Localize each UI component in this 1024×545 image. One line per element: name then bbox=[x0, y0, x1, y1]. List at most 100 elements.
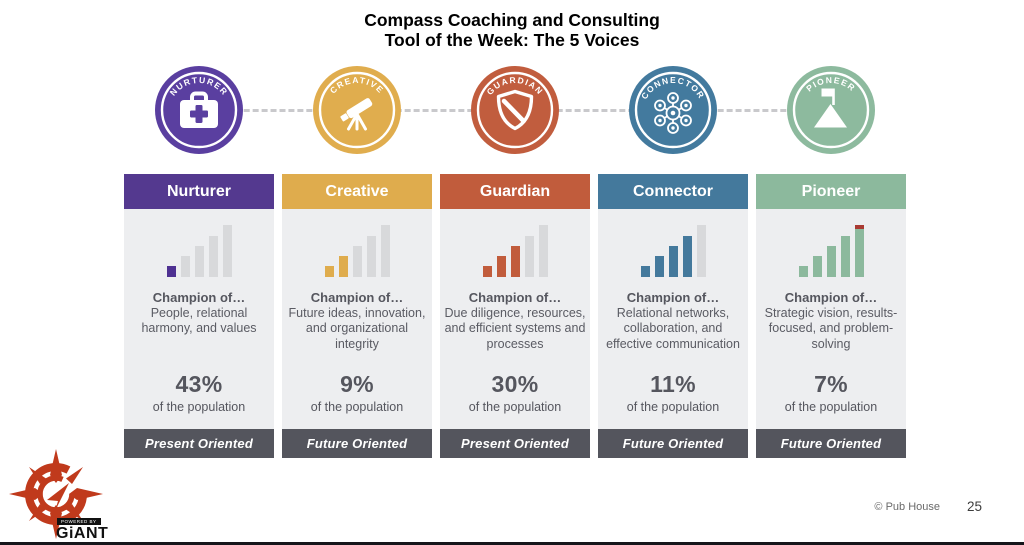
voice-level-chart bbox=[166, 223, 232, 277]
voice-level-chart bbox=[640, 223, 706, 277]
level-bar bbox=[854, 225, 864, 277]
voice-card-body: Champion of… Due diligence, resources, a… bbox=[440, 209, 590, 429]
voice-card-header: Pioneer bbox=[756, 174, 906, 209]
voice-card-body: Champion of… Strategic vision, results-f… bbox=[756, 209, 906, 429]
voice-champion-title: Champion of… bbox=[310, 290, 404, 305]
voice-level-chart bbox=[482, 223, 548, 277]
medical-bag-icon: NURTURER bbox=[155, 66, 243, 154]
title-line-2: Tool of the Week: The 5 Voices bbox=[384, 30, 640, 50]
voice-champion-title: Champion of… bbox=[784, 290, 878, 305]
voice-orientation: Present Oriented bbox=[440, 429, 590, 458]
level-bar bbox=[696, 225, 706, 277]
voice-card-header: Nurturer bbox=[124, 174, 274, 209]
voice-percent: 7% bbox=[814, 371, 848, 397]
voice-level-chart bbox=[798, 223, 864, 277]
compass-logo: POWERED BY GiANT bbox=[8, 448, 118, 545]
voice-percent-caption: of the population bbox=[626, 400, 720, 414]
voice-card-header: Connector bbox=[598, 174, 748, 209]
voice-column: GUARDIAN Guardian Champion of… Due dilig… bbox=[440, 65, 590, 458]
voice-column: CREATIVE Creative Champion of… Futur bbox=[282, 65, 432, 458]
voice-name: Nurturer bbox=[166, 182, 231, 200]
voice-card: Guardian Champion of… Due diligence, res… bbox=[440, 174, 590, 458]
voice-champion-title: Champion of… bbox=[468, 290, 562, 305]
voice-champion: Champion of… Relational networks, collab… bbox=[598, 290, 748, 352]
level-bar bbox=[496, 256, 506, 277]
voice-percent-caption: of the population bbox=[310, 400, 404, 414]
voice-percent-block: 11% of the population bbox=[627, 371, 719, 429]
logo-brand: GiANT bbox=[56, 525, 109, 542]
copyright-text: © Pub House bbox=[874, 501, 940, 513]
level-bar bbox=[538, 225, 548, 277]
level-bar bbox=[166, 266, 176, 277]
level-bar bbox=[366, 236, 376, 277]
voice-percent: 30% bbox=[491, 371, 539, 397]
people-network-icon: CONNECTOR bbox=[629, 66, 717, 154]
voice-badge: GUARDIAN bbox=[440, 65, 590, 160]
voices-columns: NURTURER Nurturer Champion of… People, r… bbox=[124, 65, 906, 458]
voice-champion-desc: Relational networks, collaboration, and … bbox=[606, 305, 740, 351]
level-bar bbox=[654, 256, 664, 277]
voice-card-body: Champion of… Relational networks, collab… bbox=[598, 209, 748, 429]
voice-percent-caption: of the population bbox=[784, 400, 878, 414]
voice-card-header: Creative bbox=[282, 174, 432, 209]
voice-champion: Champion of… People, relational harmony,… bbox=[124, 290, 274, 337]
voice-badge: PIONEER bbox=[756, 65, 906, 160]
voice-column: PIONEER Pioneer Champion of… Strategic v… bbox=[756, 65, 906, 458]
level-bar bbox=[812, 256, 822, 277]
level-bar bbox=[482, 266, 492, 277]
voice-card-body: Champion of… People, relational harmony,… bbox=[124, 209, 274, 429]
voice-percent-block: 7% of the population bbox=[785, 371, 877, 429]
voice-percent: 43% bbox=[175, 371, 223, 397]
level-bar bbox=[180, 256, 190, 277]
voice-percent: 11% bbox=[650, 371, 696, 397]
level-bar bbox=[668, 246, 678, 277]
mountain-flag-icon: PIONEER bbox=[787, 66, 875, 154]
voice-card-body: Champion of… Future ideas, innovation, a… bbox=[282, 209, 432, 429]
telescope-icon: CREATIVE bbox=[313, 66, 401, 154]
voice-card: Nurturer Champion of… People, relational… bbox=[124, 174, 274, 458]
page-title: Compass Coaching and Consulting Tool of … bbox=[0, 0, 1024, 50]
level-bar bbox=[352, 246, 362, 277]
voice-percent-block: 30% of the population bbox=[469, 371, 561, 429]
level-bar bbox=[826, 246, 836, 277]
slide-bottom-edge bbox=[0, 542, 1024, 545]
level-bar bbox=[222, 225, 232, 277]
voice-champion: Champion of… Strategic vision, results-f… bbox=[756, 290, 906, 352]
voice-champion-desc: Future ideas, innovation, and organizati… bbox=[288, 305, 426, 351]
voice-percent-block: 43% of the population bbox=[153, 371, 245, 429]
level-bar bbox=[510, 246, 520, 277]
logo-tagline: POWERED BY bbox=[57, 518, 101, 525]
level-bar bbox=[682, 236, 692, 277]
shield-icon: GUARDIAN bbox=[471, 66, 559, 154]
voice-percent-block: 9% of the population bbox=[311, 371, 403, 429]
level-bar bbox=[208, 236, 218, 277]
voices-band: NURTURER Nurturer Champion of… People, r… bbox=[124, 65, 906, 458]
voice-card: Pioneer Champion of… Strategic vision, r… bbox=[756, 174, 906, 458]
level-bar bbox=[524, 236, 534, 277]
level-bar bbox=[640, 266, 650, 277]
voice-champion-desc: Due diligence, resources, and efficient … bbox=[444, 305, 586, 351]
voice-badge: CONNECTOR bbox=[598, 65, 748, 160]
voice-percent: 9% bbox=[340, 371, 374, 397]
voice-orientation: Future Oriented bbox=[756, 429, 906, 458]
voice-name: Guardian bbox=[479, 182, 551, 200]
level-bar bbox=[194, 246, 204, 277]
voice-orientation: Future Oriented bbox=[598, 429, 748, 458]
level-bar bbox=[338, 256, 348, 277]
level-bar bbox=[324, 266, 334, 277]
voice-level-chart bbox=[324, 223, 390, 277]
voice-name: Pioneer bbox=[801, 182, 861, 200]
voice-column: NURTURER Nurturer Champion of… People, r… bbox=[124, 65, 274, 458]
voice-card: Creative Champion of… Future ideas, inno… bbox=[282, 174, 432, 458]
level-bar bbox=[840, 236, 850, 277]
voice-badge: NURTURER bbox=[124, 65, 274, 160]
level-bar bbox=[798, 266, 808, 277]
voice-percent-caption: of the population bbox=[468, 400, 562, 414]
compass-rose-icon bbox=[9, 449, 103, 539]
voice-champion-title: Champion of… bbox=[152, 290, 246, 305]
level-bar bbox=[380, 225, 390, 277]
voice-champion: Champion of… Due diligence, resources, a… bbox=[440, 290, 590, 352]
voice-card: Connector Champion of… Relational networ… bbox=[598, 174, 748, 458]
page-number: 25 bbox=[966, 499, 982, 514]
